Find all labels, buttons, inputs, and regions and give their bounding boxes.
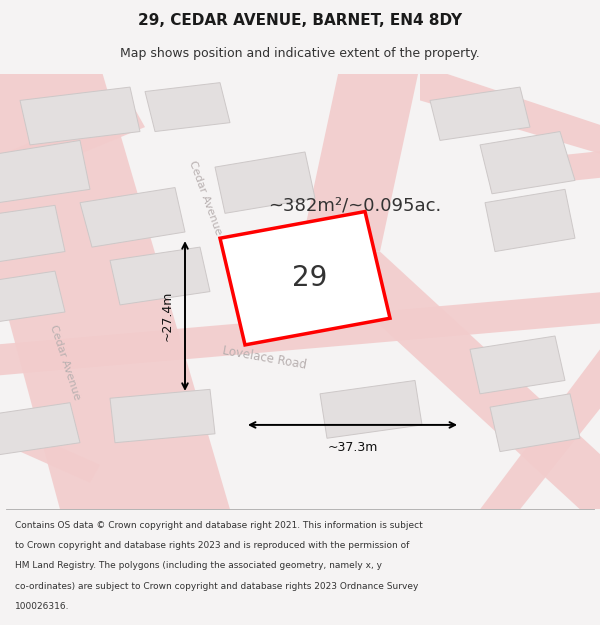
Text: to Crown copyright and database rights 2023 and is reproduced with the permissio: to Crown copyright and database rights 2… <box>15 541 409 550</box>
Polygon shape <box>320 381 422 438</box>
Text: ~37.3m: ~37.3m <box>328 441 377 454</box>
Text: 29: 29 <box>292 264 328 292</box>
Polygon shape <box>0 101 145 211</box>
Polygon shape <box>420 65 600 171</box>
Polygon shape <box>0 141 90 206</box>
Polygon shape <box>0 65 230 509</box>
Polygon shape <box>215 152 315 213</box>
Text: Contains OS data © Crown copyright and database right 2021. This information is : Contains OS data © Crown copyright and d… <box>15 521 423 530</box>
Polygon shape <box>0 287 600 381</box>
Polygon shape <box>430 87 530 141</box>
Polygon shape <box>110 389 215 442</box>
Text: co-ordinates) are subject to Crown copyright and database rights 2023 Ordnance S: co-ordinates) are subject to Crown copyr… <box>15 582 418 591</box>
Text: ~382m²/~0.095ac.: ~382m²/~0.095ac. <box>268 196 442 214</box>
Text: Cedar Avenue: Cedar Avenue <box>187 159 223 237</box>
Text: Cedar Avenue: Cedar Avenue <box>48 324 82 401</box>
Polygon shape <box>490 394 580 452</box>
Polygon shape <box>110 247 210 305</box>
Text: HM Land Registry. The polygons (including the associated geometry, namely x, y: HM Land Registry. The polygons (includin… <box>15 561 382 571</box>
Polygon shape <box>470 336 565 394</box>
Polygon shape <box>490 145 600 189</box>
Text: 29, CEDAR AVENUE, BARNET, EN4 8DY: 29, CEDAR AVENUE, BARNET, EN4 8DY <box>138 13 462 28</box>
Text: Map shows position and indicative extent of the property.: Map shows position and indicative extent… <box>120 47 480 59</box>
Polygon shape <box>0 206 65 268</box>
Polygon shape <box>0 271 65 327</box>
Polygon shape <box>20 87 140 145</box>
Polygon shape <box>0 402 80 461</box>
Polygon shape <box>485 189 575 251</box>
Text: Lovelace Road: Lovelace Road <box>222 344 308 372</box>
Text: 100026316.: 100026316. <box>15 602 70 611</box>
Polygon shape <box>480 131 575 194</box>
Polygon shape <box>300 65 420 251</box>
Polygon shape <box>145 82 230 131</box>
Polygon shape <box>80 188 185 247</box>
Polygon shape <box>0 394 100 482</box>
Text: ~27.4m: ~27.4m <box>161 291 173 341</box>
Polygon shape <box>300 251 600 509</box>
Polygon shape <box>220 211 390 345</box>
Polygon shape <box>265 214 363 274</box>
Polygon shape <box>480 349 600 509</box>
